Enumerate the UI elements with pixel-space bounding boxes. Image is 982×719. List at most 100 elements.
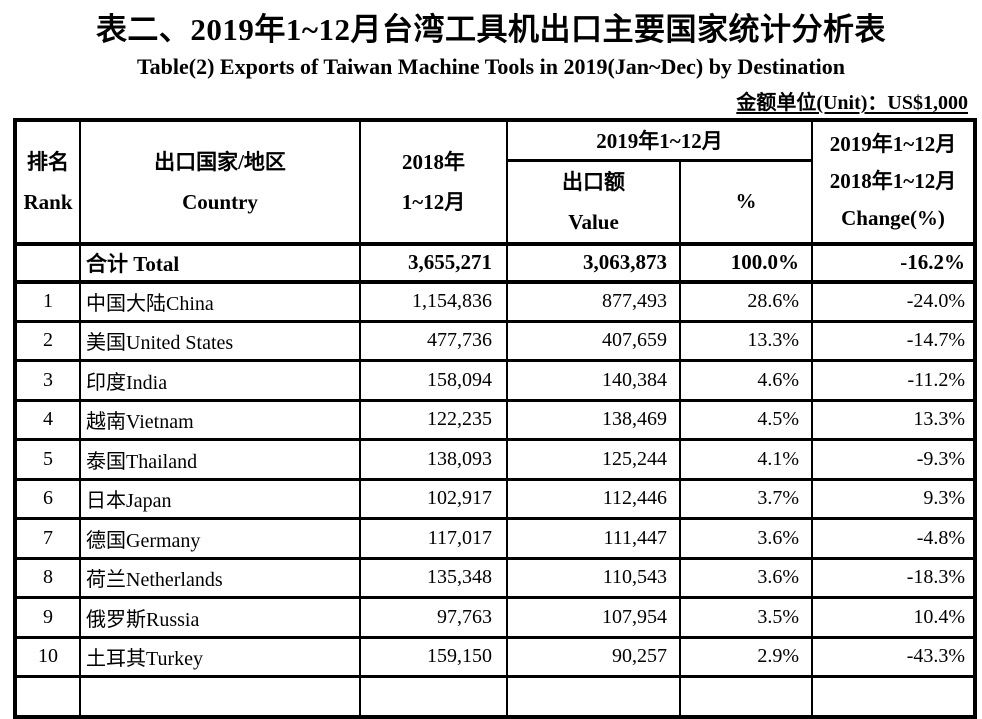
cell-rank: 2 [14,319,81,362]
cell-value-2019: 138,469 [506,398,681,441]
header-value-en: Value [568,209,619,234]
header-country-en: Country [182,189,258,214]
table-row: 8 荷兰Netherlands 135,348 110,543 3.6% -18… [14,556,977,599]
cell-share: 4.6% [678,359,814,402]
header-rank-zh: 排名 [27,149,69,174]
clipped-cell [678,675,814,718]
header-value: 出口额 Value [506,158,681,246]
cell-change: -16.2% [811,242,977,284]
cell-value-2019: 407,659 [506,319,681,362]
cell-country: 荷兰Netherlands [79,556,361,599]
header-change: 2019年1~12月 2018年1~12月 Change(%) [811,118,977,246]
header-value-zh: 出口额 [562,169,625,194]
cell-value-2018: 1,154,836 [359,280,508,323]
table-row: 7 德国Germany 117,017 111,447 3.6% -4.8% [14,517,977,560]
cell-country: 中国大陆China [79,280,361,323]
cell-change: -24.0% [811,280,977,323]
cell-share: 3.7% [678,477,814,520]
page-title: 表二、2019年1~12月台湾工具机出口主要国家统计分析表 [95,12,887,47]
table-header: 排名 Rank 出口国家/地区 Country 2018年 1~12月 2019… [14,118,977,246]
cell-share: 4.1% [678,438,814,481]
table-row: 5 泰国Thailand 138,093 125,244 4.1% -9.3% [14,438,977,481]
clipped-cell [79,675,361,718]
cell-change: -9.3% [811,438,977,481]
header-country: 出口国家/地区 Country [79,118,361,246]
header-rank-en: Rank [23,189,73,214]
header-2019-span: 2019年1~12月 [505,118,814,162]
total-row: 合计 Total 3,655,271 3,063,873 100.0% -16.… [14,242,977,284]
cell-country: 俄罗斯Russia [79,596,361,639]
table-body: 合计 Total 3,655,271 3,063,873 100.0% -16.… [14,242,977,718]
clipped-cell [14,675,81,718]
cell-share: 3.5% [678,596,814,639]
cell-value-2018: 3,655,271 [359,242,508,284]
clipped-cell [359,675,508,718]
header-rank: 排名 Rank [14,118,81,246]
cell-rank: 3 [14,359,81,402]
cell-value-2019: 90,257 [506,635,681,678]
cell-value-2018: 138,093 [359,438,508,481]
cell-change: 9.3% [811,477,977,520]
table-row: 4 越南Vietnam 122,235 138,469 4.5% 13.3% [14,398,977,441]
cell-change: -14.7% [811,319,977,362]
cell-value-2019: 3,063,873 [506,242,681,284]
table-row: 6 日本Japan 102,917 112,446 3.7% 9.3% [14,477,977,520]
cell-country: 印度India [79,359,361,402]
cell-share: 3.6% [678,556,814,599]
cell-country: 泰国Thailand [79,438,361,481]
cell-value-2018: 97,763 [359,596,508,639]
cell-country: 越南Vietnam [79,398,361,441]
header-percent: % [678,158,814,246]
cell-value-2018: 159,150 [359,635,508,678]
cell-country: 日本Japan [79,477,361,520]
cell-value-2019: 110,543 [506,556,681,599]
cell-change: -18.3% [811,556,977,599]
cell-country: 土耳其Turkey [79,635,361,678]
cell-value-2019: 125,244 [506,438,681,481]
cell-change: -11.2% [811,359,977,402]
cell-value-2018: 158,094 [359,359,508,402]
cell-value-2019: 111,447 [506,517,681,560]
cell-country: 美国United States [79,319,361,362]
header-2018-line1: 2018年 [402,149,465,174]
header-change-line1: 2019年1~12月 [829,132,957,157]
cell-rank: 1 [14,280,81,323]
clipped-row [14,675,977,718]
unit-note: 金额单位(Unit)：US$1,000 [736,92,968,114]
page: { "page": { "title_zh": "表二、2019年1~12月台湾… [13,12,978,719]
cell-value-2019: 107,954 [506,596,681,639]
cell-rank: 6 [14,477,81,520]
table-row: 1 中国大陆China 1,154,836 877,493 28.6% -24.… [14,280,977,323]
cell-value-2019: 112,446 [506,477,681,520]
cell-value-2018: 102,917 [359,477,508,520]
cell-share: 28.6% [678,280,814,323]
table-row: 10 土耳其Turkey 159,150 90,257 2.9% -43.3% [14,635,977,678]
cell-change: 10.4% [811,596,977,639]
cell-rank: 9 [14,596,81,639]
header-2018: 2018年 1~12月 [359,118,508,246]
table-row: 2 美国United States 477,736 407,659 13.3% … [14,319,977,362]
header-2018-line2: 1~12月 [401,189,466,214]
cell-rank: 4 [14,398,81,441]
cell-share: 13.3% [678,319,814,362]
exports-table: 排名 Rank 出口国家/地区 Country 2018年 1~12月 2019… [13,118,978,719]
cell-value-2019: 877,493 [506,280,681,323]
cell-share: 4.5% [678,398,814,441]
table-row: 9 俄罗斯Russia 97,763 107,954 3.5% 10.4% [14,596,977,639]
header-change-line3: Change(%) [841,206,945,231]
cell-value-2018: 135,348 [359,556,508,599]
clipped-cell [811,675,977,718]
cell-share: 3.6% [678,517,814,560]
cell-change: -43.3% [811,635,977,678]
clipped-cell [506,675,681,718]
cell-country: 德国Germany [79,517,361,560]
cell-value-2019: 140,384 [506,359,681,402]
cell-change: -4.8% [811,517,977,560]
cell-change: 13.3% [811,398,977,441]
cell-value-2018: 117,017 [359,517,508,560]
cell-share: 2.9% [678,635,814,678]
header-change-line2: 2018年1~12月 [829,169,957,194]
table-row: 3 印度India 158,094 140,384 4.6% -11.2% [14,359,977,402]
cell-country: 合计 Total [79,242,361,284]
cell-value-2018: 122,235 [359,398,508,441]
